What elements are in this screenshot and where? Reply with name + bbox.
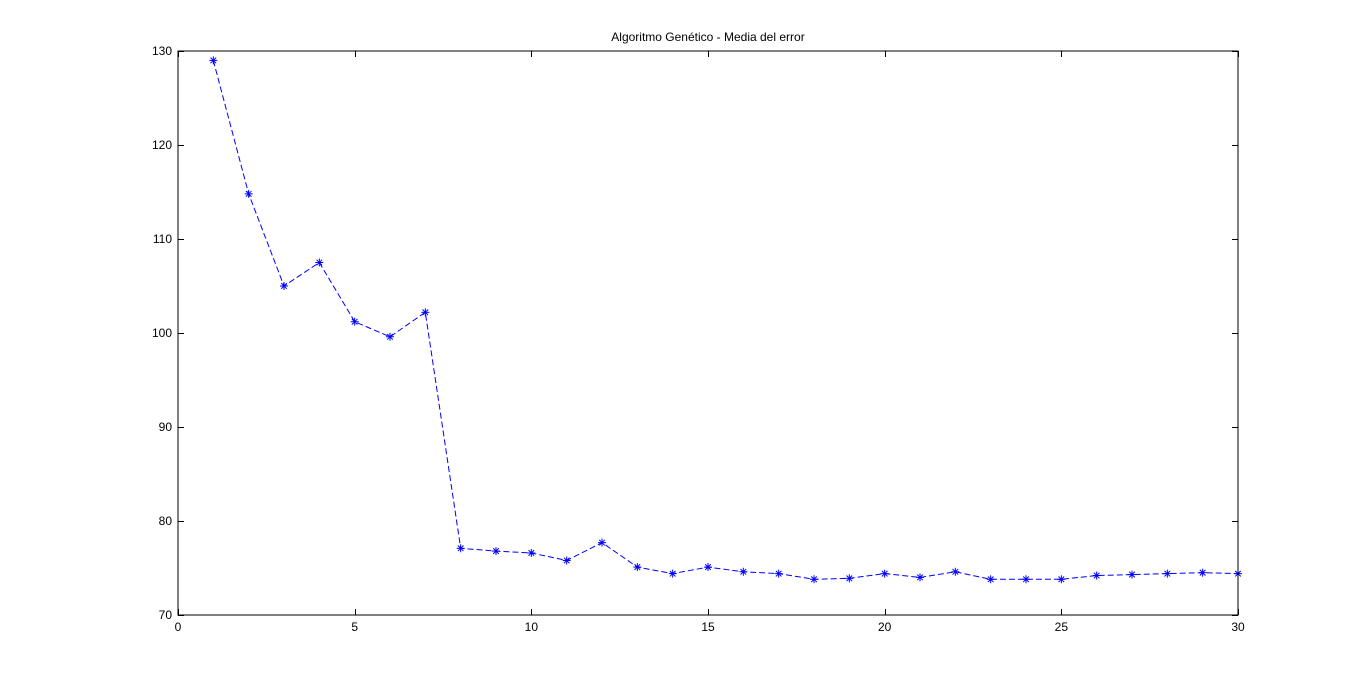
y-tick-label: 80 [159, 514, 173, 528]
y-tick-label: 90 [159, 420, 173, 434]
data-point [492, 547, 500, 556]
plot-background [178, 51, 1238, 615]
data-point [1057, 575, 1066, 584]
plot-frame [177, 50, 1239, 616]
x-tick-label: 15 [701, 620, 715, 634]
data-point [421, 308, 430, 317]
data-point [1198, 568, 1207, 577]
data-point [1128, 570, 1136, 579]
data-point [810, 575, 818, 584]
data-point [244, 189, 253, 198]
data-point [386, 332, 394, 341]
y-tick-label: 70 [159, 608, 173, 622]
series-layer [209, 56, 1242, 584]
data-point [668, 569, 677, 578]
data-point [845, 574, 854, 583]
x-tick-label: 5 [351, 620, 358, 634]
data-point [1022, 575, 1030, 584]
data-point [280, 282, 288, 290]
data-point [315, 258, 324, 267]
series-line [212, 60, 1239, 580]
x-tick-label: 20 [878, 620, 892, 634]
data-point [1163, 569, 1172, 578]
x-tick-label: 10 [525, 620, 539, 634]
data-point [880, 569, 889, 578]
data-point [598, 538, 606, 547]
data-point [209, 56, 218, 65]
x-tick-label: 30 [1231, 620, 1245, 634]
data-point [350, 317, 359, 326]
y-tick-label: 100 [152, 326, 172, 340]
data-point [562, 556, 571, 565]
data-point [704, 563, 712, 572]
data-point [456, 544, 465, 553]
data-point [774, 569, 783, 578]
data-point [916, 573, 924, 582]
data-point [633, 563, 642, 572]
x-tick-label: 0 [175, 620, 182, 634]
y-tick-label: 130 [152, 44, 172, 58]
data-point [527, 548, 536, 557]
data-point [1092, 571, 1101, 580]
data-point [739, 567, 748, 576]
data-point [986, 575, 995, 584]
y-tick-label: 120 [152, 138, 172, 152]
data-point [951, 567, 960, 576]
chart-title: Algoritmo Genético - Media del error [611, 30, 804, 44]
axis-ticks: 0 5 10 15 20 25 30 70 80 90 100 110 120 130 [152, 44, 1245, 634]
y-tick-label: 110 [153, 232, 172, 246]
x-tick-label: 25 [1055, 620, 1069, 634]
